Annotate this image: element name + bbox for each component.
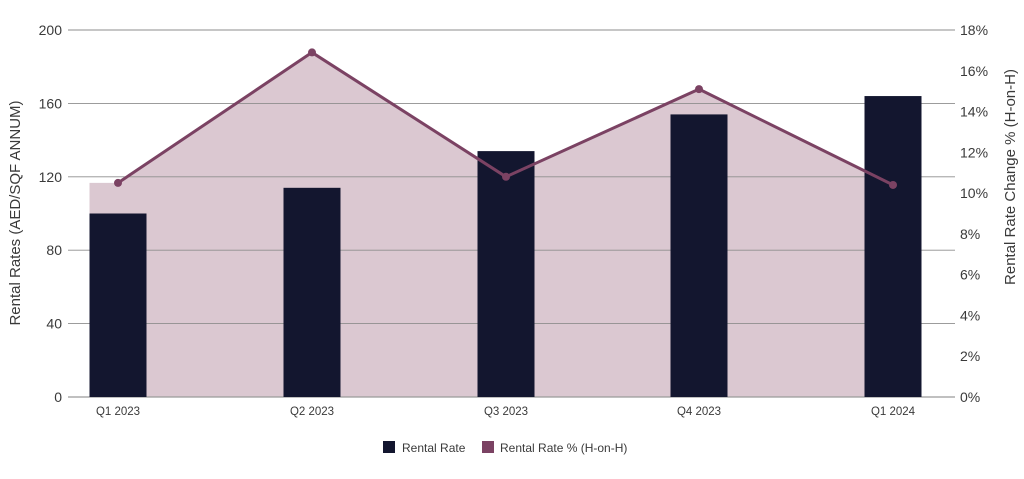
legend-swatch-rental-rate [383, 441, 395, 453]
x-tick-label: Q3 2023 [484, 406, 528, 418]
y-tick-label: 40 [46, 316, 62, 332]
x-tick-label: Q4 2023 [677, 406, 721, 418]
rate-change-point [502, 172, 510, 181]
rate-change-point [308, 48, 316, 57]
line-layer [114, 48, 897, 189]
y-axis-title: Rental Rates (AED/SQF ANNUM) [7, 100, 24, 325]
bar-q1-2024 [864, 96, 922, 397]
rate-change-point [889, 180, 897, 189]
y2-tick-label: 0% [960, 389, 980, 405]
y2-tick-label: 8% [960, 226, 980, 242]
y-tick-label: 0 [54, 389, 62, 405]
bar-q1-2023 [89, 213, 147, 397]
bar-q2-2023 [283, 187, 341, 397]
rate-change-point [114, 178, 122, 187]
y2-tick-label: 6% [960, 267, 980, 283]
rate-change-point [695, 85, 703, 94]
y-tick-label: 80 [46, 242, 62, 258]
bar-layer [89, 96, 922, 397]
y2-tick-label: 18% [960, 22, 988, 38]
y2-tick-label: 12% [960, 144, 988, 160]
bar-q3-2023 [477, 151, 535, 397]
legend: Rental Rate Rental Rate % (H-on-H) [383, 441, 627, 455]
y2-tick-label: 4% [960, 307, 980, 323]
x-tick-label: Q1 2023 [96, 406, 140, 418]
x-tick-label: Q1 2024 [871, 406, 916, 418]
axis-labels: 0 40 80 120 160 200 0% 2% 4% 6% 8% 10% 12% 14% 16% 18% Q… [7, 22, 1019, 418]
y2-tick-label: 2% [960, 348, 980, 364]
legend-label-rate-change: Rental Rate % (H-on-H) [500, 441, 627, 455]
y2-tick-label: 10% [960, 185, 988, 201]
y-tick-label: 120 [39, 169, 63, 185]
y-tick-label: 160 [39, 95, 63, 111]
legend-swatch-rate-change [482, 441, 494, 453]
y-tick-label: 200 [39, 22, 63, 38]
y2-tick-label: 14% [960, 104, 988, 120]
bar-q4-2023 [670, 114, 728, 397]
y2-tick-label: 16% [960, 63, 988, 79]
x-tick-label: Q2 2023 [290, 406, 334, 418]
y2-axis-title: Rental Rate Change % (H-on-H) [1002, 69, 1019, 285]
legend-label-rental-rate: Rental Rate [402, 441, 466, 455]
